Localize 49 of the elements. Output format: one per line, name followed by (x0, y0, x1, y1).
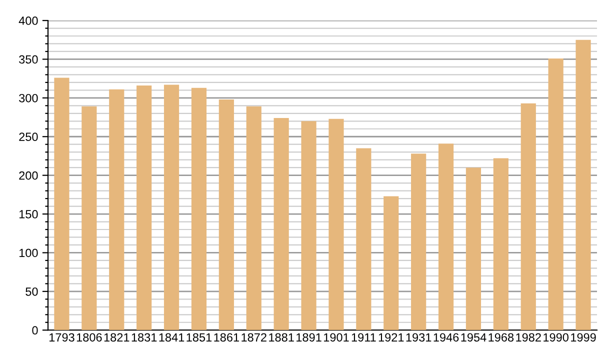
x-tick-label: 1891 (296, 333, 322, 342)
x-tick-label: 1861 (214, 333, 239, 342)
y-tick-label: 50 (26, 287, 38, 296)
y-tick-label: 300 (19, 94, 38, 102)
x-tick-label: 1841 (159, 333, 184, 342)
bar (520, 103, 536, 330)
bar (82, 106, 97, 330)
x-tick-label: 1851 (186, 333, 212, 342)
y-tick-label: 400 (18, 16, 38, 25)
bar (274, 118, 289, 330)
y-tick-label: 250 (19, 132, 38, 142)
y-tick-label: 150 (19, 210, 38, 218)
x-tick-label: 1806 (76, 333, 102, 342)
bar (136, 86, 152, 330)
bar (218, 99, 234, 330)
x-tick-label: 1821 (104, 333, 130, 342)
bar (466, 168, 482, 330)
bar (301, 121, 316, 330)
bar (438, 144, 454, 330)
x-tick-label: 1946 (434, 333, 459, 342)
x-tick-label: 1901 (324, 333, 349, 342)
bar (356, 148, 372, 330)
x-tick-label: 1982 (516, 333, 541, 342)
x-tick-label: 1881 (269, 333, 294, 342)
bar (164, 84, 180, 330)
x-tick-label: 1793 (49, 333, 74, 342)
bar (109, 89, 124, 330)
x-tick-label: 1968 (488, 333, 514, 342)
x-tick-label: 1911 (352, 333, 376, 342)
x-tick-label: 1990 (544, 333, 568, 342)
x-tick-label: 1931 (406, 333, 432, 342)
y-tick-label: 200 (19, 171, 38, 180)
bar (328, 118, 344, 330)
bar (548, 58, 564, 330)
x-tick-label: 1999 (571, 333, 596, 342)
bar (411, 154, 426, 330)
bar (493, 158, 508, 330)
bar (576, 40, 591, 330)
x-tick-label: 1921 (378, 333, 404, 342)
bar (246, 106, 262, 330)
bar (384, 196, 399, 330)
x-tick-label: 1954 (461, 333, 486, 342)
x-tick-label: 1831 (132, 333, 157, 342)
bar (191, 88, 207, 330)
y-tick-label: 350 (19, 55, 38, 64)
bar (54, 78, 70, 330)
y-tick-label: 100 (19, 248, 38, 258)
y-tick-label: 0 (32, 326, 38, 335)
x-tick-label: 1872 (242, 333, 266, 342)
